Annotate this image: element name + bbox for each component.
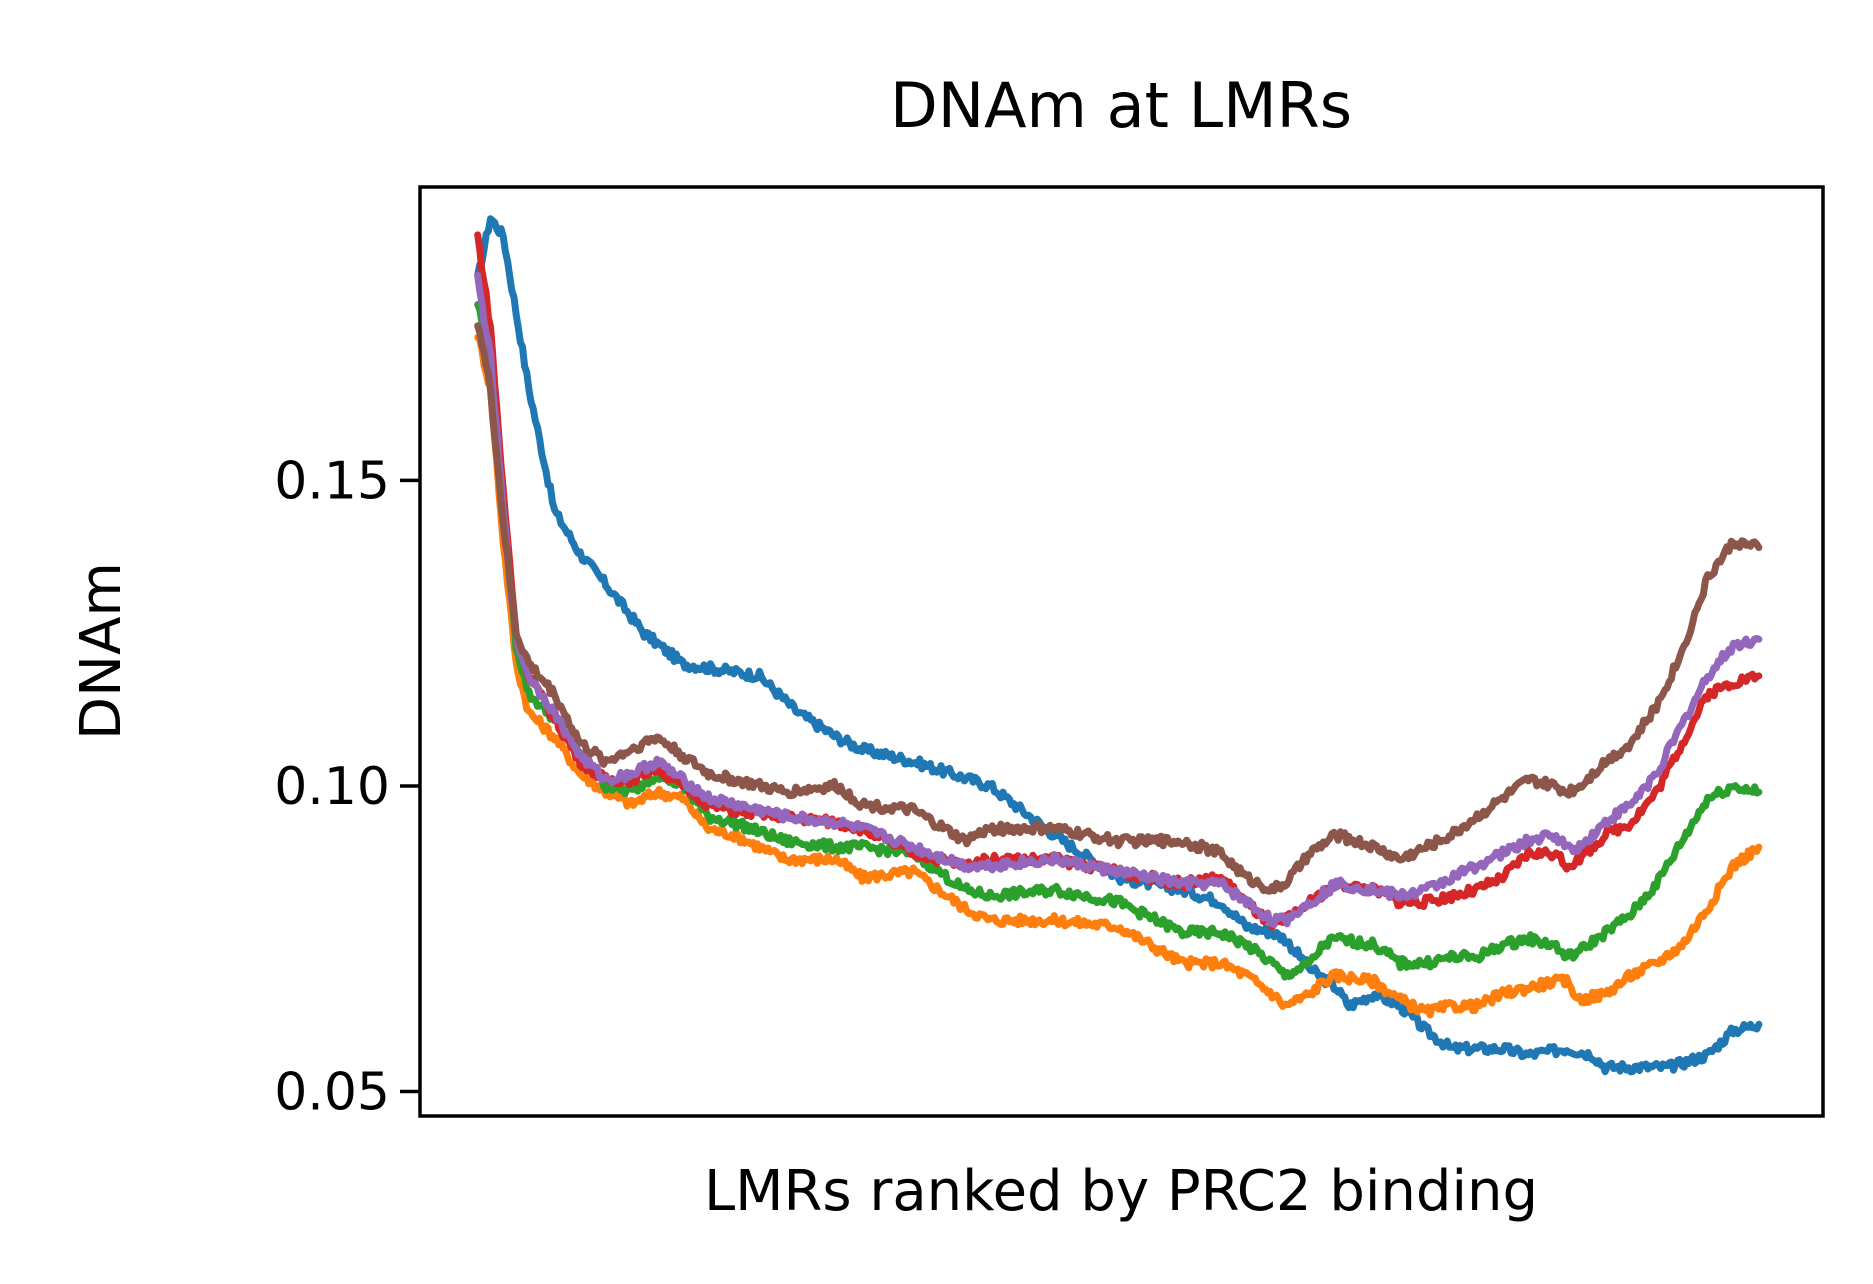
y-axis-ticks: 0.05 0.10 0.15 [274,451,420,1123]
series-line-2 [474,333,1763,1019]
y-tick-label: 0.10 [274,757,390,817]
series-line-1 [474,215,1763,1076]
series-layer [474,215,1763,1076]
y-axis-label: DNAm [69,562,134,740]
series-line-6 [474,322,1763,895]
y-tick-label: 0.15 [274,451,390,511]
y-tick-label: 0.05 [274,1063,390,1123]
series-line-5 [474,271,1763,929]
x-axis-label: LMRs ranked by PRC2 binding [704,1159,1538,1224]
chart-title: DNAm at LMRs [890,69,1352,142]
axes-frame [418,185,1825,1118]
